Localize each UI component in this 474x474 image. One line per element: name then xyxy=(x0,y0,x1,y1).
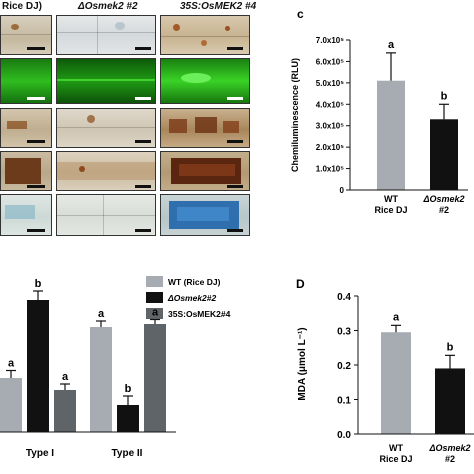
panel-d-y-tick-label: 0.2 xyxy=(337,361,351,372)
panel-b-sig-letter: b xyxy=(35,278,42,290)
legend-label-wt: WT (Rice DJ) xyxy=(168,277,221,287)
panel-c-y-tick-label: 3.0x10⁵ xyxy=(316,122,344,131)
micrograph-r2-c3 xyxy=(160,58,250,104)
panel-c-xlabel-2-line1: ΔOsmek2 xyxy=(422,194,464,204)
column-title-osmek2: ΔOsmek2 #2 xyxy=(78,1,138,12)
panel-b-sig-letter: a xyxy=(98,308,105,320)
panel-d-xlabel-2-line1: ΔOsmek2 xyxy=(428,443,470,453)
micrograph-r2-c2 xyxy=(56,58,156,104)
panel-b-sig-letter: a xyxy=(152,307,159,319)
panel-c-xlabel-1-line2: Rice DJ xyxy=(374,205,407,215)
micrograph-r2-c1 xyxy=(0,58,52,104)
panel-c-chart: c Chemiluminescence (RLU) 0 1.0x10⁵ 2.0x10… xyxy=(290,7,468,215)
panel-c-letter: c xyxy=(297,7,304,21)
legend-swatch-wt xyxy=(146,276,163,287)
panel-c-y-tick-label: 6.0x10⁵ xyxy=(316,57,344,66)
column-title-wt: Rice DJ) xyxy=(2,1,43,12)
micrograph-r1-c3 xyxy=(160,15,250,55)
panel-d-xlabel-1-line1: WT xyxy=(389,443,403,453)
panel-b-bar xyxy=(27,300,49,432)
panel-b-bar xyxy=(54,390,76,432)
panel-b-xlabel-type-1: Type I xyxy=(26,448,54,459)
micrograph-r3-c3 xyxy=(160,108,250,148)
panel-b-bar xyxy=(117,405,139,432)
panel-c-xlabel-1-line1: WT xyxy=(384,194,398,204)
panel-d-ylabel: MDA (μmol L⁻¹) xyxy=(297,327,308,400)
micrograph-r3-c2 xyxy=(56,108,156,148)
micrograph-r1-c1 xyxy=(0,15,52,55)
panel-b-sig-letter: a xyxy=(8,358,15,370)
micrograph-r4-c2 xyxy=(56,151,156,191)
panel-c-y-tick-label: 2.0x10⁵ xyxy=(316,143,344,152)
panel-c-y-tick-label: 4.0x10⁵ xyxy=(316,100,344,109)
micrograph-r5-c2 xyxy=(56,194,156,236)
micrograph-r5-c3 xyxy=(160,194,250,236)
panel-c-sig-letter: b xyxy=(441,90,448,102)
panel-c-sig-letter: a xyxy=(388,39,395,51)
legend-swatch-35s-osmek2 xyxy=(146,308,163,319)
panel-c-y-tick-label: 1.0x10⁵ xyxy=(316,165,344,174)
panel-b-legend: WT (Rice DJ) ΔOsmek2#2 35S:OsMEK2#4 xyxy=(146,276,231,319)
panel-c-bar xyxy=(377,80,405,190)
panel-c-y-tick-label: 0 xyxy=(340,186,345,195)
panel-d-y-tick-label: 0.0 xyxy=(337,430,351,441)
panel-d-bar xyxy=(435,368,465,434)
panel-b-bar xyxy=(0,378,22,432)
panel-b-sig-letter: b xyxy=(125,383,132,395)
micrograph-r5-c1 xyxy=(0,194,52,236)
panel-b-chart: WT (Rice DJ) ΔOsmek2#2 35S:OsMEK2#4 a b a a… xyxy=(0,276,231,459)
legend-label-osmek2: ΔOsmek2#2 xyxy=(167,293,217,303)
panel-c-xlabel-2-line2: #2 xyxy=(439,205,449,215)
legend-swatch-osmek2 xyxy=(146,292,163,303)
panel-d-chart: D MDA (μmol L⁻¹) 0.0 0.1 0.2 0.3 0.4 a b WT R… xyxy=(296,277,474,464)
panel-d-y-tick-label: 0.1 xyxy=(337,396,351,407)
panel-d-y-tick-label: 0.3 xyxy=(337,327,351,338)
micrograph-r1-c2 xyxy=(56,15,156,55)
column-title-35s-osmek2: 35S:OsMEK2 #4 xyxy=(180,1,257,12)
panel-b-xlabel-type-2: Type II xyxy=(112,448,143,459)
legend-label-35s-osmek2: 35S:OsMEK2#4 xyxy=(168,309,231,319)
panel-d-bar xyxy=(381,332,411,434)
panel-c-y-tick-label: 7.0x10⁵ xyxy=(316,36,344,45)
panel-c-ylabel: Chemiluminescence (RLU) xyxy=(290,58,300,172)
panel-b-sig-letter: a xyxy=(62,371,69,383)
panel-c-y-tick-label: 5.0x10⁵ xyxy=(316,79,344,88)
panel-d-sig-letter: a xyxy=(393,311,400,323)
micrograph-r4-c1 xyxy=(0,151,52,191)
panel-d-xlabel-2-line2: #2 xyxy=(445,454,455,464)
panel-d-letter: D xyxy=(296,277,305,291)
panel-d-sig-letter: b xyxy=(447,341,454,353)
panel-b-bar xyxy=(90,327,112,432)
panel-d-y-tick-label: 0.4 xyxy=(337,292,351,303)
micrograph-r4-c3 xyxy=(160,151,250,191)
panel-c-bar xyxy=(430,119,458,190)
micrograph-r3-c1 xyxy=(0,108,52,148)
panel-b-bar xyxy=(144,324,166,432)
panel-d-xlabel-1-line2: Rice DJ xyxy=(379,454,412,464)
